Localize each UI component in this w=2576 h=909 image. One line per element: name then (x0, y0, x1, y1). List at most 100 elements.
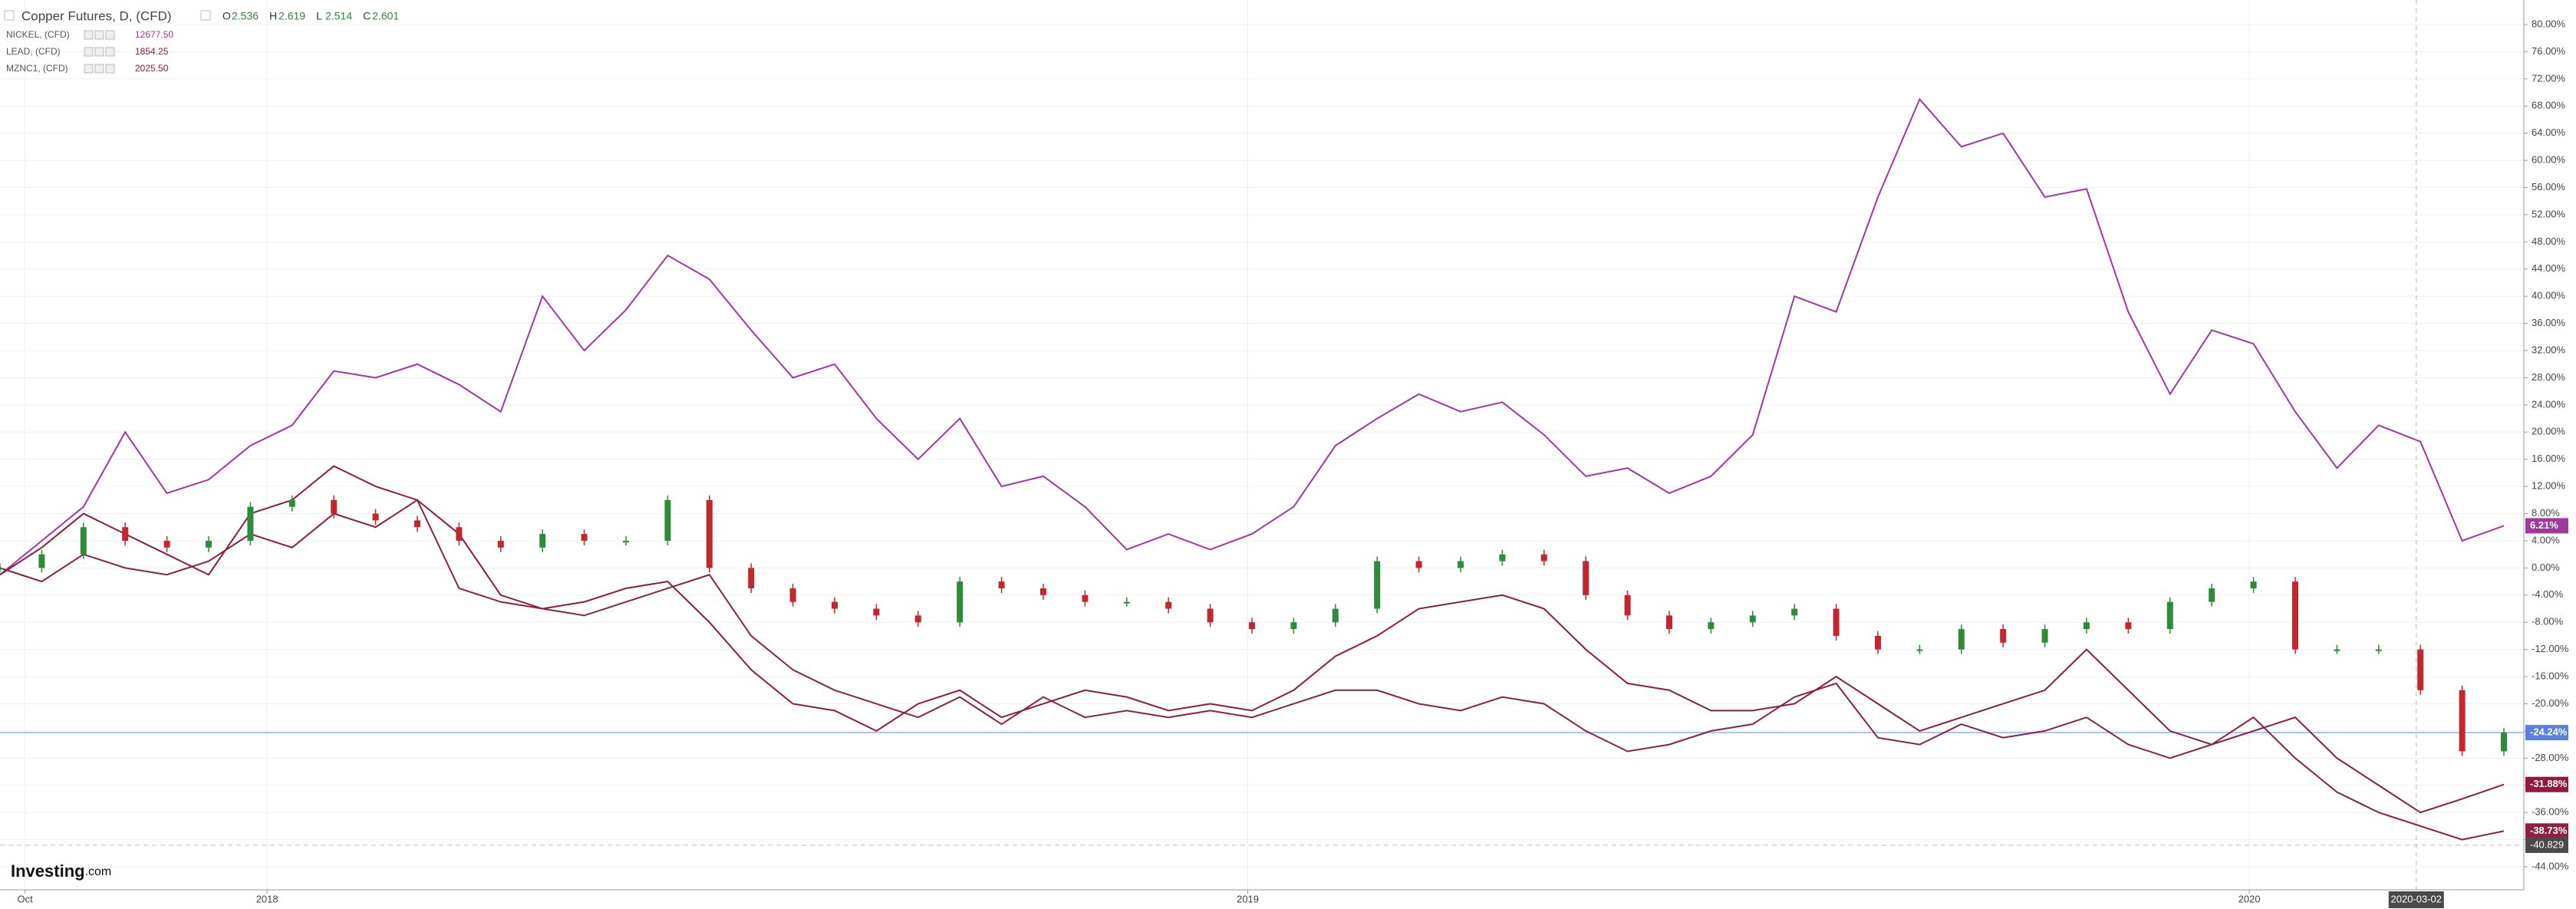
candle (914, 615, 921, 623)
series-line (0, 97, 2505, 576)
legend-value: 12677.50 (135, 29, 173, 40)
candle (2041, 629, 2048, 643)
legend-name: NICKEL, (CFD) (6, 29, 70, 40)
last-value-label: -31.88% (2530, 778, 2568, 789)
candle (372, 513, 379, 521)
candle (1833, 608, 1840, 636)
last-value-label: -24.24% (2530, 726, 2568, 737)
candle (1791, 608, 1798, 616)
series-line (0, 499, 2505, 841)
logo-suffix: .com (85, 865, 112, 878)
candle (789, 588, 796, 602)
candle (1415, 561, 1422, 568)
crosshair-y-label: -40.829 (2530, 838, 2564, 850)
legend-button (94, 47, 104, 57)
x-tick-label: 2019 (1237, 893, 1259, 904)
candle (1123, 601, 1130, 604)
ohlc-value: 2.536 (232, 10, 259, 22)
candle (122, 527, 129, 541)
candle (2292, 581, 2298, 650)
y-tick-label: -20.00% (2532, 697, 2569, 709)
y-tick-label: 12.00% (2532, 480, 2566, 492)
candle (1583, 561, 1589, 595)
y-tick-label: 80.00% (2532, 18, 2566, 29)
candle (2166, 601, 2173, 630)
candle (2250, 581, 2257, 588)
last-value-box (2525, 776, 2568, 792)
legend-button (4, 10, 15, 21)
legend-value: 2025.50 (135, 63, 169, 74)
candle (2125, 622, 2132, 630)
candle (539, 534, 546, 548)
candle (2501, 733, 2507, 752)
ohlc-label: C (363, 10, 371, 22)
candle (80, 527, 87, 555)
y-tick-label: 60.00% (2532, 154, 2566, 166)
ohlc-value: 2.601 (372, 10, 399, 22)
y-tick-label: -8.00% (2532, 616, 2564, 627)
candle (0, 568, 3, 570)
legend-name: LEAD, (CFD) (6, 46, 61, 57)
y-tick-label: 16.00% (2532, 453, 2566, 464)
y-tick-label: 4.00% (2532, 534, 2560, 545)
candle (163, 540, 170, 548)
candle (581, 534, 588, 541)
x-tick-label: 2018 (256, 893, 278, 904)
candle (206, 540, 212, 548)
legend-button (94, 64, 104, 74)
candle (832, 601, 838, 609)
last-value-box (2525, 823, 2568, 839)
y-tick-label: 64.00% (2532, 127, 2566, 138)
crosshair-y-box (2525, 837, 2568, 853)
candle (456, 527, 463, 541)
candle (2209, 588, 2215, 602)
y-tick-label: 32.00% (2532, 344, 2566, 355)
candle (1290, 622, 1297, 630)
candle (957, 581, 964, 623)
legend-button (84, 30, 94, 40)
candle (1499, 554, 1506, 562)
y-tick-label: 0.00% (2532, 562, 2560, 573)
candle (1958, 629, 1965, 650)
legend-button (105, 30, 115, 40)
x-tick-label: 2020 (2238, 893, 2261, 904)
y-tick-label: 24.00% (2532, 398, 2566, 410)
crosshair-x-box (2388, 891, 2444, 908)
candle (1624, 594, 1631, 616)
ohlc-label: H (269, 10, 277, 22)
candle (1207, 608, 1214, 623)
candle (1458, 561, 1464, 568)
y-tick-label: 48.00% (2532, 235, 2566, 247)
candle (2417, 649, 2424, 690)
y-tick-label: 68.00% (2532, 100, 2566, 111)
chart-title: Copper Futures, D, (CFD) (21, 8, 172, 23)
logo-main: Investing (11, 861, 85, 881)
ohlc-value: 2.514 (325, 10, 352, 22)
legend-button (84, 47, 94, 57)
legend-button (84, 64, 94, 74)
candle (2334, 649, 2340, 651)
candle (1749, 615, 1756, 623)
candle (748, 568, 755, 588)
plot-area (0, 0, 2524, 890)
y-tick-label: 40.00% (2532, 290, 2566, 301)
candle (1875, 635, 1881, 650)
legend-value: 1854.25 (135, 46, 169, 57)
legend-button (94, 30, 104, 40)
candle (331, 499, 338, 514)
candle (1082, 594, 1089, 602)
candle (1040, 588, 1046, 595)
candle (1165, 601, 1172, 609)
y-tick-label: 20.00% (2532, 426, 2566, 437)
legend-name: MZNC1, (CFD) (6, 63, 68, 74)
candle (2459, 690, 2466, 752)
y-tick-label: -16.00% (2532, 670, 2569, 682)
ohlc-label: L (316, 10, 322, 22)
legend-button (105, 47, 115, 57)
candle (2084, 622, 2090, 630)
candle (2000, 629, 2007, 643)
y-tick-label: 44.00% (2532, 262, 2566, 274)
y-tick-label: 28.00% (2532, 371, 2566, 383)
